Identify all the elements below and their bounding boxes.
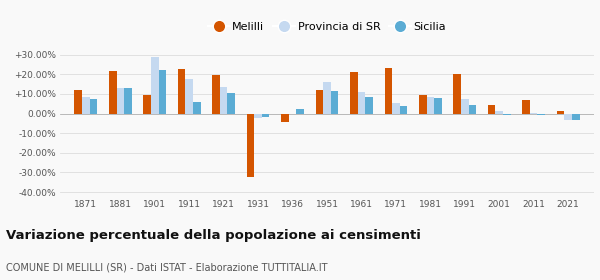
Bar: [331, 91, 338, 113]
Bar: [247, 113, 254, 177]
Bar: [193, 102, 200, 113]
Bar: [212, 75, 220, 113]
Bar: [185, 79, 193, 113]
Bar: [82, 97, 89, 113]
Bar: [74, 90, 82, 113]
Legend: Melilli, Provincia di SR, Sicilia: Melilli, Provincia di SR, Sicilia: [203, 17, 451, 36]
Bar: [469, 105, 476, 113]
Bar: [358, 92, 365, 113]
Bar: [538, 113, 545, 115]
Bar: [109, 71, 116, 113]
Bar: [323, 82, 331, 113]
Bar: [151, 57, 158, 113]
Bar: [350, 72, 358, 113]
Bar: [461, 99, 469, 113]
Bar: [572, 113, 580, 120]
Bar: [220, 87, 227, 113]
Bar: [143, 95, 151, 113]
Bar: [227, 93, 235, 113]
Bar: [385, 68, 392, 113]
Text: Variazione percentuale della popolazione ai censimenti: Variazione percentuale della popolazione…: [6, 229, 421, 242]
Bar: [565, 113, 572, 120]
Bar: [400, 106, 407, 113]
Bar: [523, 100, 530, 113]
Bar: [178, 69, 185, 113]
Bar: [496, 111, 503, 113]
Bar: [365, 97, 373, 113]
Bar: [427, 97, 434, 113]
Bar: [281, 113, 289, 122]
Bar: [89, 99, 97, 113]
Bar: [316, 90, 323, 113]
Bar: [262, 113, 269, 117]
Bar: [124, 88, 131, 113]
Bar: [454, 74, 461, 113]
Bar: [419, 95, 427, 113]
Bar: [557, 111, 565, 113]
Bar: [434, 98, 442, 113]
Bar: [116, 88, 124, 113]
Bar: [503, 113, 511, 115]
Bar: [158, 70, 166, 113]
Text: COMUNE DI MELILLI (SR) - Dati ISTAT - Elaborazione TUTTITALIA.IT: COMUNE DI MELILLI (SR) - Dati ISTAT - El…: [6, 262, 328, 272]
Bar: [254, 113, 262, 118]
Bar: [392, 103, 400, 113]
Bar: [296, 109, 304, 113]
Bar: [488, 105, 496, 113]
